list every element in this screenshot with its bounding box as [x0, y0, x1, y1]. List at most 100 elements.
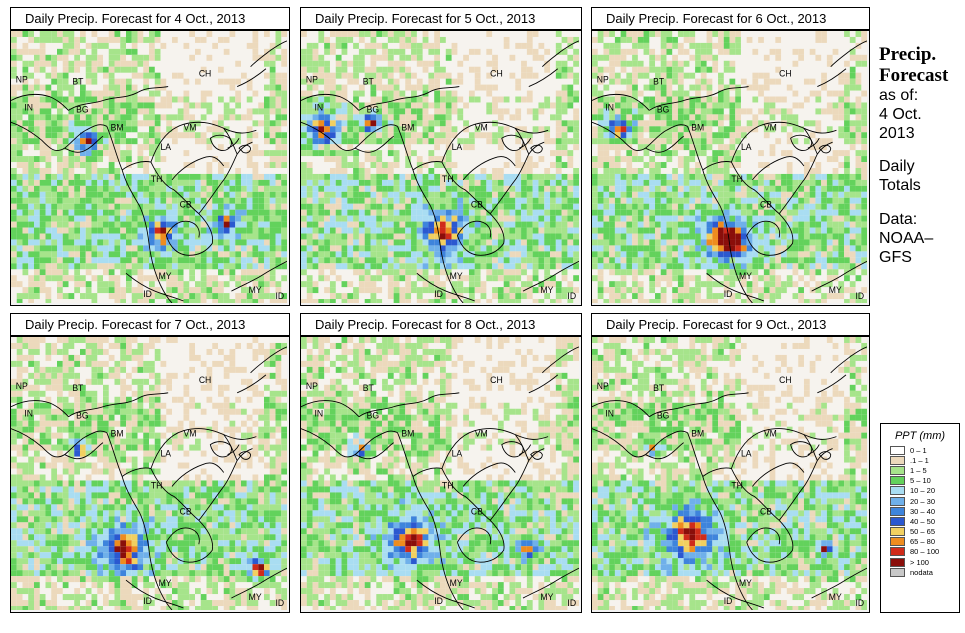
legend-range-label: 80 – 100	[910, 547, 940, 557]
country-label-np: NP	[16, 381, 28, 391]
country-labels: NP BT IN BG BM CH VM LA TH CB MY ID MY ID	[306, 375, 576, 608]
country-label-la: LA	[741, 142, 752, 152]
data-label: Data:	[879, 211, 918, 228]
country-label-in: IN	[315, 409, 324, 419]
country-label-th: TH	[151, 174, 162, 184]
legend-swatch	[890, 516, 905, 526]
country-label-my: MY	[739, 578, 752, 588]
totals-label: Totals	[879, 177, 921, 194]
legend-swatch	[890, 557, 905, 567]
country-label-cb: CB	[471, 506, 483, 516]
country-label-bg: BG	[657, 104, 670, 114]
country-label-np: NP	[306, 75, 318, 85]
country-label-th: TH	[442, 174, 454, 184]
country-label-bm: BM	[401, 122, 414, 132]
country-label-bt: BT	[363, 383, 375, 393]
side-heading-line-1: Precip.	[879, 44, 937, 65]
as-of-year: 2013	[879, 125, 915, 142]
legend-range-label: .1 – 1	[910, 455, 929, 465]
country-label-bt: BT	[363, 76, 375, 86]
forecast-map: NP BT IN BG BM CH VM LA TH CB MY ID MY ID	[300, 336, 582, 613]
country-label-th: TH	[731, 174, 742, 184]
as-of-label: as of:	[879, 87, 919, 104]
legend-swatch	[890, 547, 905, 557]
country-label-th: TH	[442, 480, 454, 490]
legend-row: 80 – 100	[890, 547, 959, 557]
precip-field	[592, 337, 867, 610]
country-labels: NP BT IN BG BM CH VM LA TH CB MY ID MY ID	[597, 375, 864, 608]
country-label-id: ID	[856, 598, 865, 608]
country-label-my: MY	[159, 271, 172, 281]
legend-swatch	[890, 465, 905, 475]
country-label-bm: BM	[111, 122, 124, 132]
as-of-date: 4 Oct.	[879, 106, 922, 123]
country-labels: NP BT IN BG BM CH VM LA TH CB MY ID MY ID	[16, 69, 284, 302]
legend-range-label: 65 – 80	[910, 537, 936, 547]
legend-range-label: 30 – 40	[910, 506, 936, 516]
country-label-my: MY	[739, 271, 752, 281]
map-canvas: NP BT IN BG BM CH VM LA TH CB MY ID MY ID	[11, 337, 287, 610]
country-label-cb: CB	[471, 200, 483, 210]
country-label-id: ID	[276, 598, 285, 608]
country-label-bm: BM	[401, 429, 414, 439]
country-borders	[592, 40, 867, 303]
daily-label: Daily	[879, 158, 915, 175]
country-label-in: IN	[24, 409, 33, 419]
legend-range-label: > 100	[910, 557, 929, 567]
country-label-ch: CH	[199, 375, 211, 385]
legend-range-label: nodata	[910, 567, 933, 577]
country-borders	[11, 40, 287, 303]
legend-row: 40 – 50	[890, 516, 959, 526]
country-label-ch: CH	[779, 69, 791, 79]
country-borders	[592, 346, 867, 610]
country-label-bg: BG	[657, 411, 670, 421]
country-label-bt: BT	[72, 383, 84, 393]
map-canvas: NP BT IN BG BM CH VM LA TH CB MY ID MY ID	[592, 31, 867, 303]
country-label-id: ID	[724, 289, 733, 299]
country-label-my: MY	[540, 592, 553, 602]
legend-row: .1 – 1	[890, 455, 959, 465]
country-label-ch: CH	[199, 69, 211, 79]
map-canvas: NP BT IN BG BM CH VM LA TH CB MY ID MY ID	[301, 31, 579, 303]
legend-row: 30 – 40	[890, 506, 959, 516]
map-canvas: NP BT IN BG BM CH VM LA TH CB MY ID MY ID	[592, 337, 867, 610]
legend-row: 0 – 1	[890, 445, 959, 455]
legend-swatch	[890, 476, 905, 486]
country-label-np: NP	[16, 74, 28, 84]
country-label-id: ID	[567, 598, 576, 608]
legend-swatch	[890, 527, 905, 537]
country-label-np: NP	[597, 381, 609, 391]
country-label-my: MY	[540, 285, 553, 295]
country-label-la: LA	[741, 448, 752, 458]
country-label-vm: VM	[475, 429, 488, 439]
country-label-bt: BT	[72, 76, 84, 86]
country-label-vm: VM	[184, 428, 197, 438]
precip-field	[11, 31, 287, 303]
country-label-vm: VM	[764, 122, 777, 132]
country-label-my: MY	[829, 592, 842, 602]
legend-row: > 100	[890, 557, 959, 567]
country-borders	[11, 346, 287, 610]
country-label-cb: CB	[180, 506, 192, 516]
country-label-ch: CH	[779, 375, 791, 385]
country-label-la: LA	[161, 142, 172, 152]
legend-range-label: 10 – 20	[910, 486, 936, 496]
legend-row: 65 – 80	[890, 537, 959, 547]
country-label-vm: VM	[764, 428, 777, 438]
forecast-map: NP BT IN BG BM CH VM LA TH CB MY ID MY ID	[591, 30, 870, 306]
country-label-id: ID	[276, 291, 285, 301]
precip-field	[301, 337, 579, 610]
country-label-my: MY	[829, 285, 842, 295]
country-label-id: ID	[856, 291, 865, 301]
country-label-bm: BM	[691, 428, 704, 438]
panel-title: Daily Precip. Forecast for 5 Oct., 2013	[300, 7, 582, 30]
legend-range-label: 0 – 1	[910, 445, 927, 455]
legend-range-label: 40 – 50	[910, 516, 936, 526]
country-label-th: TH	[151, 480, 162, 490]
country-label-la: LA	[452, 448, 463, 458]
country-label-la: LA	[161, 448, 172, 458]
precip-field	[11, 337, 287, 610]
country-label-in: IN	[605, 409, 614, 419]
country-label-id: ID	[434, 289, 443, 299]
